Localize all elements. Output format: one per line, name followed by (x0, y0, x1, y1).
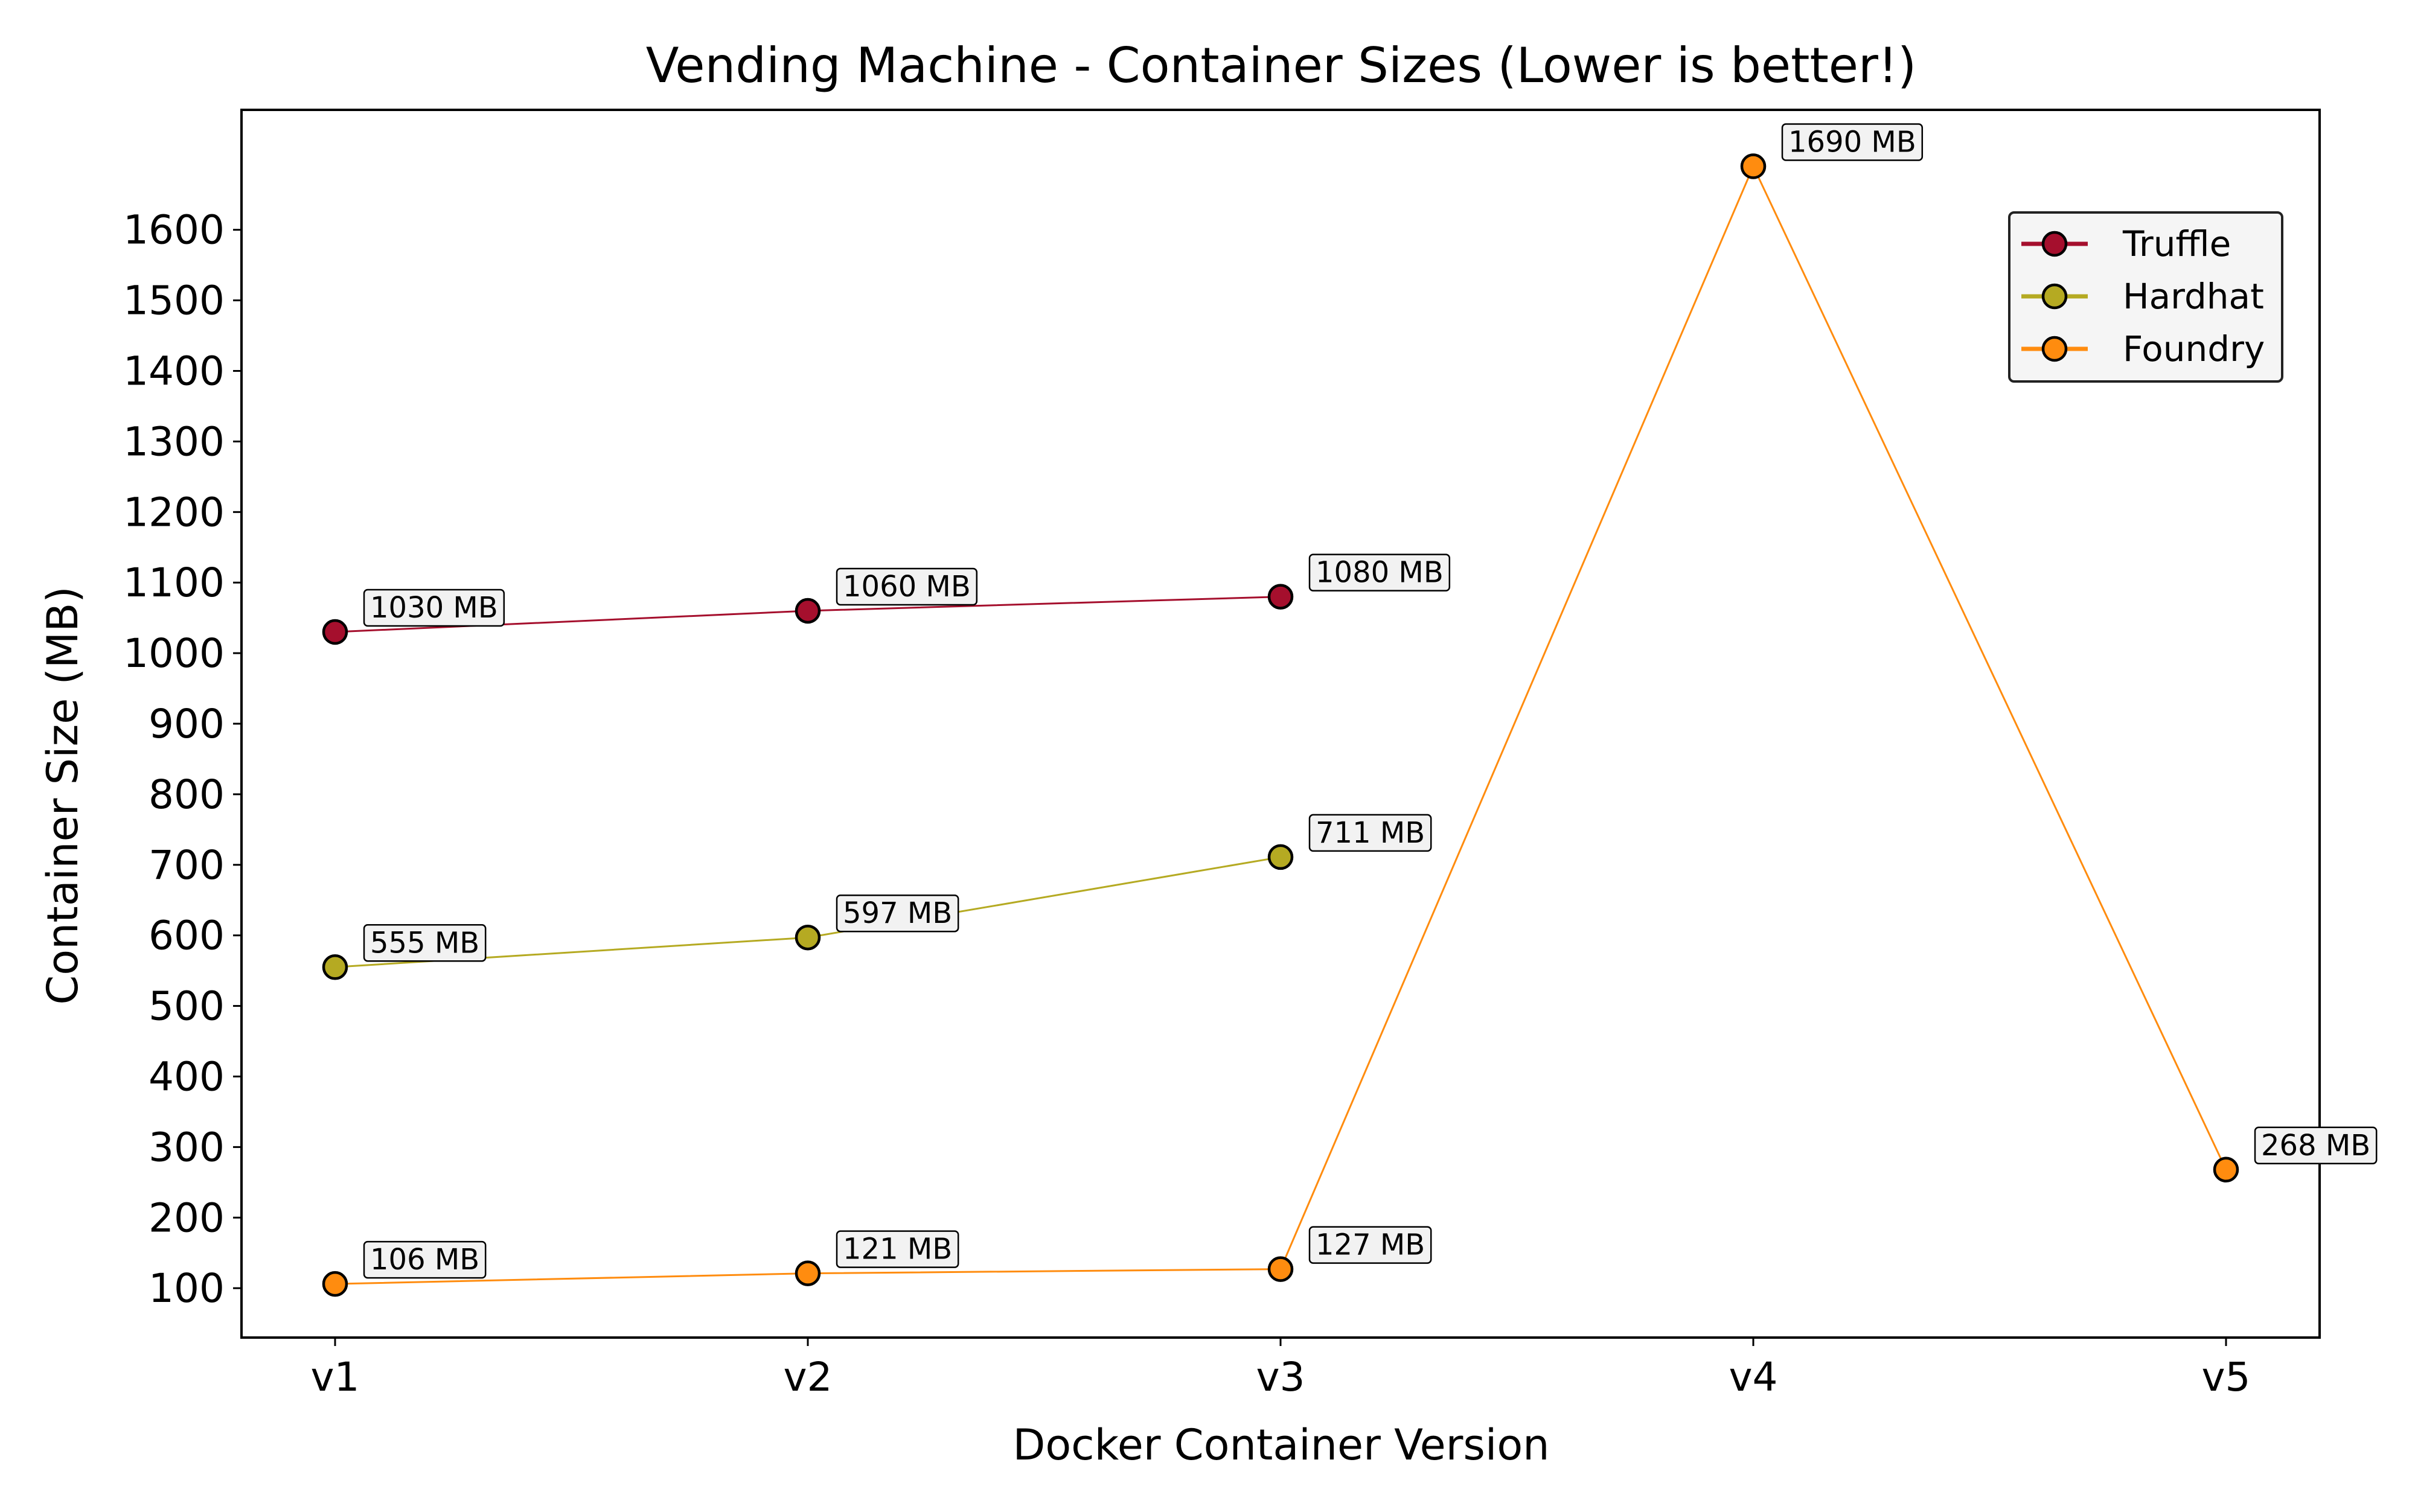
x-tick-label: v5 (2201, 1354, 2250, 1400)
y-tick-label: 1000 (123, 630, 225, 677)
y-tick-label: 600 (149, 913, 225, 959)
legend-label: Truffle (2122, 223, 2231, 264)
data-label-text: 127 MB (1316, 1228, 1425, 1262)
data-label: 1060 MB (836, 567, 978, 606)
data-label-text: 1690 MB (1788, 126, 1916, 159)
data-label-box (836, 567, 978, 606)
data-label-box (1308, 1226, 1432, 1264)
y-tick-label: 100 (149, 1265, 225, 1312)
y-tick-label: 400 (149, 1053, 225, 1100)
data-point (1740, 153, 1767, 179)
x-tick-label: v1 (310, 1354, 359, 1400)
y-tick-label: 1100 (123, 560, 225, 606)
data-label-text: 555 MB (370, 926, 479, 960)
data-label: 555 MB (363, 924, 487, 962)
legend-item-foundry: Foundry (2021, 328, 2265, 369)
legend: Truffle Hardhat Foundry (2008, 211, 2283, 383)
data-label: 1690 MB (1781, 123, 1924, 161)
y-tick-label: 800 (149, 771, 225, 818)
x-tick-label: v2 (783, 1354, 832, 1400)
data-label-box (1781, 123, 1924, 161)
x-tick-label: v3 (1256, 1354, 1305, 1400)
y-tick-label: 1300 (123, 418, 225, 465)
data-label-text: 106 MB (370, 1243, 479, 1277)
y-axis-label: Container Size (MB) (38, 586, 88, 1004)
data-label-text: 1080 MB (1316, 556, 1444, 590)
y-tick-label: 500 (149, 983, 225, 1030)
data-label-text: 711 MB (1316, 816, 1425, 850)
legend-label: Foundry (2123, 328, 2265, 369)
data-label-box (836, 1230, 959, 1268)
data-label-box (1308, 814, 1432, 852)
data-label-text: 121 MB (843, 1233, 952, 1266)
data-label-box (1308, 553, 1451, 592)
y-tick-label: 900 (149, 701, 225, 747)
data-label: 121 MB (836, 1230, 959, 1268)
data-label-box (836, 894, 959, 933)
data-point (795, 598, 821, 624)
data-label-box (363, 1240, 487, 1279)
y-tick-label: 300 (149, 1124, 225, 1170)
data-label-text: 1030 MB (370, 591, 498, 625)
legend-label: Hardhat (2123, 276, 2264, 317)
y-tick-label: 1400 (123, 348, 225, 395)
data-point (322, 619, 348, 645)
y-tick-label: 1600 (123, 207, 225, 254)
data-label: 597 MB (836, 894, 959, 933)
chart-title: Vending Machine - Container Sizes (Lower… (646, 37, 1916, 94)
legend-item-truffle: Truffle (2021, 223, 2231, 264)
data-point (2213, 1156, 2239, 1183)
data-label-box (2254, 1126, 2378, 1165)
y-tick-label: 1500 (123, 278, 225, 324)
data-point (795, 1260, 821, 1286)
data-point (795, 924, 821, 951)
data-label-text: 597 MB (843, 896, 952, 930)
data-label: 711 MB (1308, 814, 1432, 852)
data-label-text: 268 MB (2261, 1129, 2370, 1163)
y-tick-label: 700 (149, 842, 225, 888)
plot-area: 100 200 300 400 500 600 700 800 900 1000 1100 1200 1… (123, 109, 2378, 1400)
data-label-text: 1060 MB (843, 570, 971, 604)
data-label-box (363, 589, 505, 627)
y-tick-label: 1200 (123, 489, 225, 535)
legend-frame (2008, 211, 2283, 383)
legend-item-hardhat: Hardhat (2021, 276, 2264, 317)
data-point (1267, 844, 1294, 870)
data-label: 1030 MB (363, 589, 505, 627)
legend-marker (2041, 231, 2068, 257)
data-point (322, 954, 348, 980)
data-point (1267, 1256, 1294, 1282)
y-tick-label: 200 (149, 1195, 225, 1241)
legend-marker (2041, 283, 2068, 310)
data-label: 1080 MB (1308, 553, 1451, 592)
x-axis-label: Docker Container Version (1012, 1420, 1549, 1470)
legend-marker (2041, 336, 2068, 362)
data-point (1267, 584, 1294, 610)
data-label-box (363, 924, 487, 962)
data-label: 127 MB (1308, 1226, 1432, 1264)
data-point (322, 1271, 348, 1297)
data-label: 268 MB (2254, 1126, 2378, 1165)
x-tick-label: v4 (1729, 1354, 1777, 1400)
data-label: 106 MB (363, 1240, 487, 1279)
